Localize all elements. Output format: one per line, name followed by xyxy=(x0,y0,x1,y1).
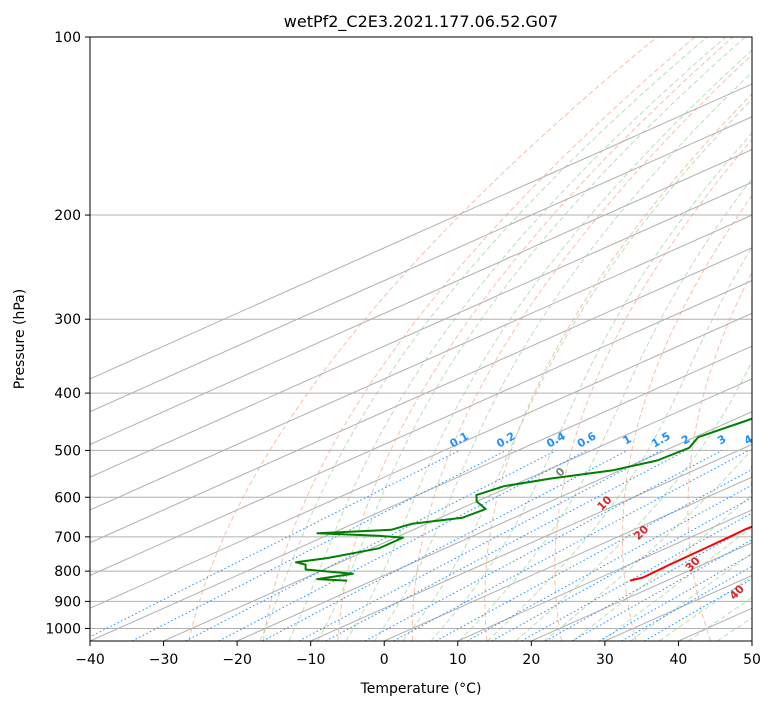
dewpoint-profile-line xyxy=(295,417,752,582)
isotherm-label: -50 xyxy=(771,287,775,310)
mixing-ratio-line xyxy=(262,449,628,641)
mixing-ratio-label: 1 xyxy=(621,432,634,447)
plot-frame xyxy=(89,36,753,642)
isotherm-label: -40 xyxy=(749,330,772,353)
isotherm-line xyxy=(90,312,752,609)
moist-adiabat-line xyxy=(717,617,752,641)
isotherm-line xyxy=(236,411,752,641)
isotherm-line xyxy=(90,247,752,544)
moist-adiabat-line xyxy=(659,575,752,641)
dry-adiabat-line xyxy=(622,194,752,641)
mixing-ratio-label: 3 xyxy=(715,432,728,447)
dry-adiabat-line xyxy=(337,37,734,641)
y-tick-label: 900 xyxy=(54,594,81,610)
x-tick-label: −30 xyxy=(149,652,179,668)
moist-adiabat-line xyxy=(487,246,752,641)
moist-adiabat-line xyxy=(458,177,752,641)
mixing-ratio-line xyxy=(435,468,752,641)
chart-title: wetPf2_C2E3.2021.177.06.52.G07 xyxy=(284,12,558,32)
dry-adiabat-line xyxy=(554,138,752,641)
moist-adiabat-label: 10 xyxy=(595,493,615,513)
x-tick-label: 0 xyxy=(380,652,389,668)
isotherm-line xyxy=(90,214,752,511)
mixing-ratio-label: 1.5 xyxy=(649,429,672,450)
x-axis-label: Temperature (°C) xyxy=(360,681,482,697)
y-axis-label: Pressure (hPa) xyxy=(12,289,28,389)
moist-adiabat-line xyxy=(543,448,752,641)
dry-adiabat-line xyxy=(484,93,752,641)
dry-adiabat-line xyxy=(750,449,752,512)
mixing-ratio-line xyxy=(298,449,662,641)
isotherm-line xyxy=(90,148,752,445)
moist-adiabat-line xyxy=(317,37,746,641)
mixing-ratio-line xyxy=(218,449,588,641)
x-tick-label: 30 xyxy=(596,652,614,668)
isotherm-line xyxy=(751,640,752,641)
isotherm-line xyxy=(90,181,752,478)
mixing-ratio-label: 0.6 xyxy=(575,429,599,450)
y-tick-label: 1000 xyxy=(45,621,81,637)
mixing-ratio-label: 0.2 xyxy=(494,429,517,450)
y-tick-label: 600 xyxy=(54,490,81,506)
dry-adiabat-line xyxy=(188,37,658,641)
mixing-ratio-label: 4 xyxy=(742,432,755,447)
dry-adiabat-line xyxy=(262,37,696,641)
mixing-ratio-label: 0.4 xyxy=(544,429,568,450)
moist-adiabat-line xyxy=(687,596,752,641)
y-tick-label: 400 xyxy=(54,386,81,402)
moist-adiabat-line xyxy=(345,49,752,641)
x-tick-label: 10 xyxy=(449,652,467,668)
mixing-ratio-line xyxy=(491,497,752,641)
plot-area: 0.10.20.40.611.52346810131620253036-100-… xyxy=(90,37,775,641)
axes: −40 −30 −20 −10 0 10 20 30 40 50 100 200 300 400 500 60… xyxy=(45,30,761,668)
mixing-ratio-line xyxy=(393,449,749,641)
isotherm-line xyxy=(90,83,752,380)
isotherm-line xyxy=(310,443,752,641)
y-tick-label: 100 xyxy=(54,30,81,46)
x-tick-label: 20 xyxy=(522,652,540,668)
x-tick-label: −20 xyxy=(222,652,252,668)
isotherm-line xyxy=(457,509,752,641)
mixing-ratio-line xyxy=(521,512,752,641)
mixing-ratio-line xyxy=(466,484,752,641)
y-tick-label: 300 xyxy=(54,312,81,328)
mixing-ratio-line xyxy=(131,449,507,641)
dry-adiabat-line xyxy=(411,54,752,641)
y-tick-label: 200 xyxy=(54,208,81,224)
moist-adiabat-line xyxy=(430,132,752,641)
x-tick-label: 40 xyxy=(670,652,688,668)
moist-adiabat-line xyxy=(402,98,752,641)
isotherm-line xyxy=(90,280,752,577)
moist-adiabat-line xyxy=(515,360,752,641)
temperature-profile-line xyxy=(629,525,752,582)
x-tick-label: −40 xyxy=(75,652,105,668)
mixing-ratio-line xyxy=(364,449,723,641)
moist-adiabat-line xyxy=(373,71,752,641)
y-tick-label: 500 xyxy=(54,443,81,459)
y-tick-label: 700 xyxy=(54,530,81,546)
isotherm-line xyxy=(604,574,752,641)
moist-adiabat-line xyxy=(601,526,752,641)
moist-adiabat-line xyxy=(572,494,752,641)
moist-adiabat-label: 20 xyxy=(631,523,651,543)
isotherm-label: -30 xyxy=(761,357,775,380)
isotherm-line xyxy=(163,378,752,641)
isotherm-label: -20 xyxy=(767,387,775,410)
mixing-ratio-line xyxy=(90,449,460,638)
isotherm-line xyxy=(90,345,752,641)
y-tick-label: 800 xyxy=(54,564,81,580)
moist-adiabat-line xyxy=(288,37,727,641)
x-tick-label: −10 xyxy=(296,652,326,668)
x-tick-label: 50 xyxy=(743,652,761,668)
isotherm-line xyxy=(384,476,752,641)
mixing-ratio-line xyxy=(185,449,557,641)
isotherm-line xyxy=(90,116,752,413)
